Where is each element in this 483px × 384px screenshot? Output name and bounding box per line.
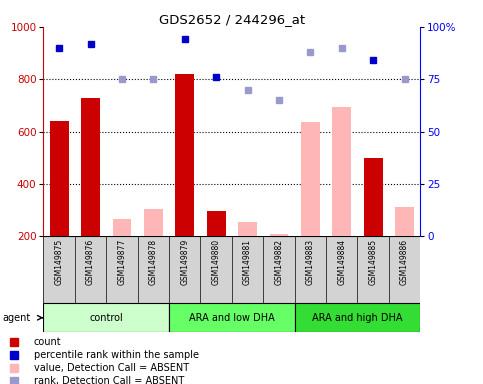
Bar <box>43 303 169 332</box>
Text: agent: agent <box>2 313 30 323</box>
Text: GSM149879: GSM149879 <box>180 239 189 285</box>
Bar <box>364 158 383 236</box>
Text: GSM149875: GSM149875 <box>55 239 64 285</box>
Bar <box>395 207 414 236</box>
Bar <box>295 303 420 332</box>
Text: GSM149884: GSM149884 <box>337 239 346 285</box>
Text: count: count <box>34 337 61 347</box>
Text: ARA and low DHA: ARA and low DHA <box>189 313 275 323</box>
Bar <box>301 122 320 236</box>
Text: percentile rank within the sample: percentile rank within the sample <box>34 350 199 360</box>
Bar <box>169 303 295 332</box>
Text: rank, Detection Call = ABSENT: rank, Detection Call = ABSENT <box>34 376 184 384</box>
Text: GSM149878: GSM149878 <box>149 239 158 285</box>
Bar <box>144 209 163 236</box>
Text: GSM149877: GSM149877 <box>117 239 127 285</box>
Bar <box>50 121 69 236</box>
Bar <box>175 74 194 236</box>
Bar <box>81 98 100 236</box>
Text: ARA and high DHA: ARA and high DHA <box>312 313 403 323</box>
Bar <box>332 107 351 236</box>
Text: GSM149876: GSM149876 <box>86 239 95 285</box>
Text: GSM149882: GSM149882 <box>274 239 284 285</box>
Bar <box>238 222 257 236</box>
Bar <box>113 219 131 236</box>
Bar <box>270 233 288 236</box>
Text: value, Detection Call = ABSENT: value, Detection Call = ABSENT <box>34 363 189 373</box>
Title: GDS2652 / 244296_at: GDS2652 / 244296_at <box>159 13 305 26</box>
Text: GSM149883: GSM149883 <box>306 239 315 285</box>
Text: GSM149886: GSM149886 <box>400 239 409 285</box>
Text: GSM149881: GSM149881 <box>243 239 252 285</box>
Bar <box>207 211 226 236</box>
Text: control: control <box>89 313 123 323</box>
Text: GSM149885: GSM149885 <box>369 239 378 285</box>
Text: GSM149880: GSM149880 <box>212 239 221 285</box>
